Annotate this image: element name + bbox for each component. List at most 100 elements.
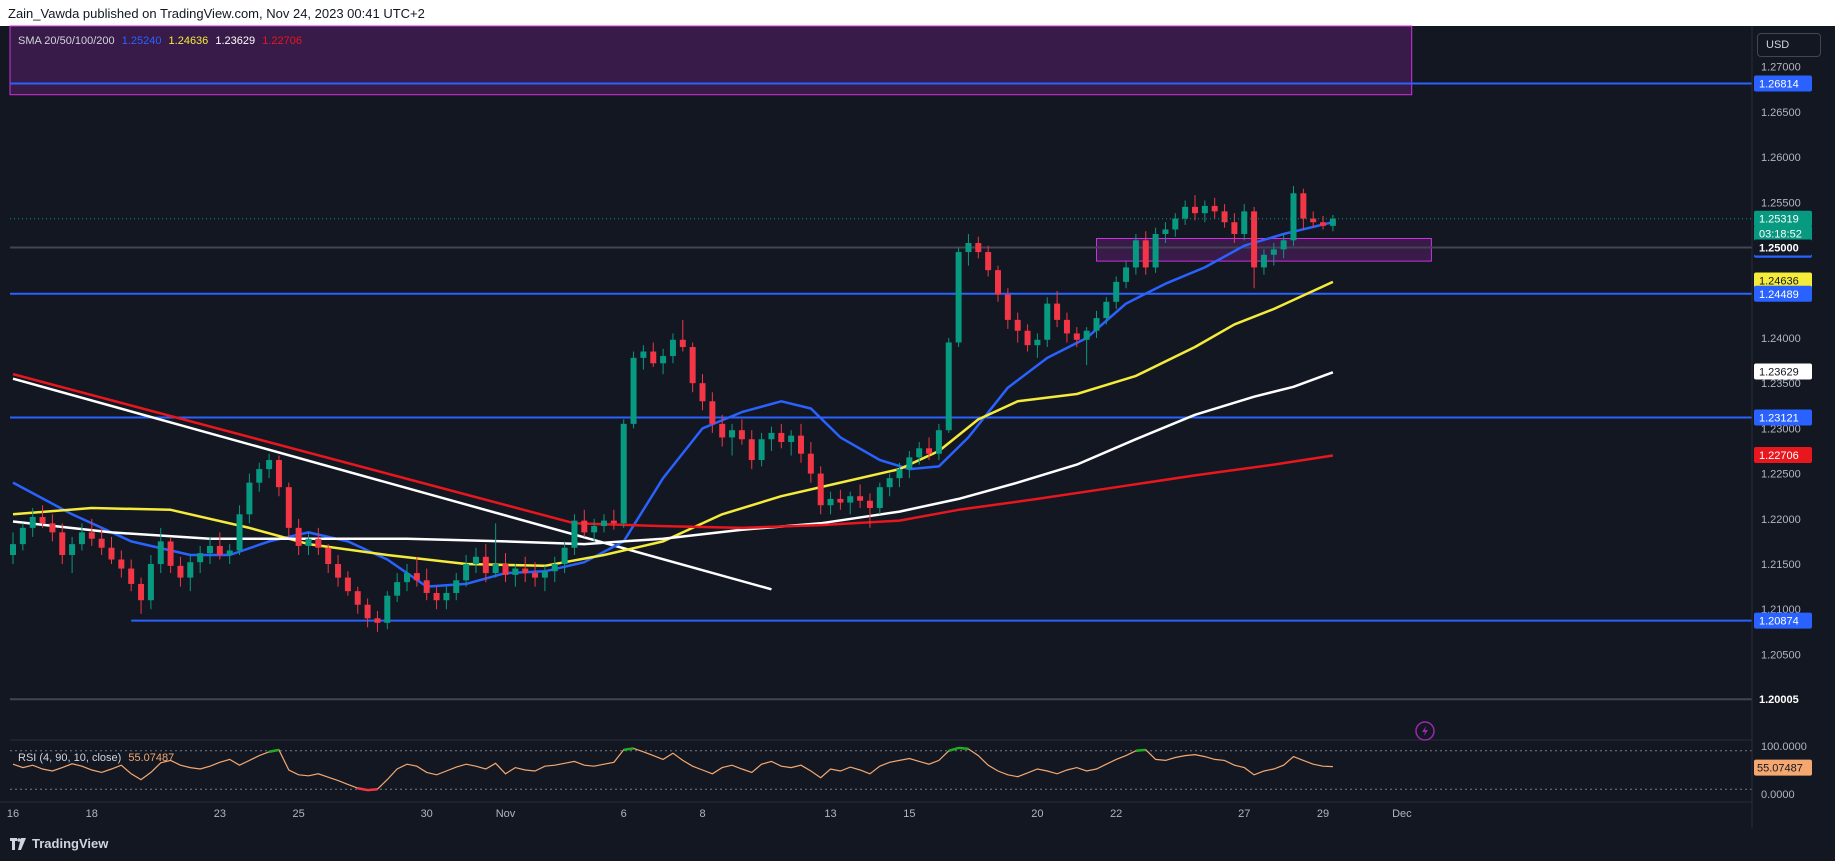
candle-body: [876, 487, 883, 508]
candle-body: [295, 527, 302, 546]
candle: [147, 554, 154, 610]
candle-body: [128, 568, 135, 584]
sma-legend-label: SMA 20/50/100/200: [18, 35, 115, 47]
candle-body: [817, 473, 824, 506]
time-tick-label: 23: [214, 808, 226, 820]
currency-selector[interactable]: USD: [1757, 33, 1821, 57]
time-tick-label: 13: [824, 808, 836, 820]
candle: [1192, 195, 1198, 221]
candle-body: [1290, 193, 1297, 241]
price-badge-text: 1.22706: [1759, 450, 1799, 462]
price-badge: 1.23629: [1754, 363, 1812, 380]
sma20-value: 1.25240: [121, 35, 162, 47]
candle-body: [404, 573, 410, 583]
candle: [98, 527, 105, 555]
candle: [679, 319, 686, 352]
price-badge-text: 1.24636: [1759, 275, 1799, 287]
candle: [492, 523, 499, 578]
candle-body: [837, 498, 844, 503]
candle-body: [620, 423, 627, 524]
candle: [1162, 222, 1169, 244]
candle-body: [29, 517, 36, 528]
candle: [551, 556, 558, 583]
candle-body: [522, 568, 529, 574]
candle-body: [1014, 319, 1021, 331]
candle-body: [1310, 218, 1317, 223]
candle: [374, 611, 381, 632]
candle-body: [551, 564, 558, 572]
price-tick-label: 1.24000: [1761, 333, 1801, 345]
candle-body: [1241, 211, 1248, 234]
tradingview-logo-icon: [10, 837, 26, 850]
candle: [502, 553, 509, 583]
candle-body: [108, 547, 115, 560]
candle: [423, 568, 430, 601]
candle-body: [581, 520, 588, 533]
candle: [1280, 233, 1287, 259]
candle: [926, 437, 933, 461]
candle: [965, 233, 972, 266]
candle-body: [995, 270, 1001, 295]
time-tick-label: 30: [421, 808, 433, 820]
candle-body: [935, 430, 942, 454]
candle-body: [453, 580, 460, 593]
candle: [404, 564, 410, 592]
price-badge: 1.23121: [1754, 409, 1812, 426]
sma-legend[interactable]: SMA 20/50/100/200 1.25240 1.24636 1.2362…: [18, 35, 306, 47]
candle: [1063, 312, 1070, 343]
tradingview-brand[interactable]: TradingView: [10, 836, 108, 851]
candle-body: [246, 482, 253, 515]
lightning-icon[interactable]: [1415, 721, 1435, 741]
price-tick-label: 1.20500: [1761, 649, 1801, 661]
candle: [10, 532, 16, 565]
price-badge-text: 1.23629: [1759, 367, 1799, 379]
candle-body: [1221, 211, 1228, 223]
candle-body: [1201, 205, 1208, 214]
candle-body: [19, 527, 26, 545]
price-tick-label: 1.21500: [1761, 559, 1801, 571]
time-tick-label: 27: [1238, 808, 1250, 820]
price-badge-text: 03:18:52: [1759, 229, 1802, 241]
candle: [738, 419, 745, 445]
candle-body: [1260, 254, 1267, 268]
candle-body: [1123, 267, 1130, 282]
candle-body: [1024, 330, 1031, 346]
candle-body: [187, 562, 194, 578]
candle-body: [1083, 330, 1090, 340]
candle-body: [955, 252, 962, 343]
candle-body: [985, 252, 992, 271]
candle-body: [1063, 319, 1070, 334]
candle: [1142, 231, 1149, 275]
candle: [453, 573, 460, 601]
candle-body: [197, 553, 204, 563]
candle-body: [49, 523, 56, 533]
candle: [1329, 214, 1336, 232]
candle-body: [926, 448, 933, 454]
candle-body: [778, 432, 785, 442]
candle: [29, 507, 36, 537]
candle: [216, 532, 223, 560]
candle: [522, 556, 529, 583]
rsi-legend[interactable]: RSI (4, 90, 10, close) 55.07487: [18, 752, 178, 764]
candle-body: [650, 351, 657, 364]
trendline-0: [12, 377, 772, 591]
candle-body: [807, 453, 814, 474]
candle-body: [1182, 206, 1189, 219]
candle: [443, 586, 450, 610]
candle-body: [738, 430, 745, 440]
candle-body: [571, 520, 578, 548]
candle: [532, 562, 539, 587]
candle-body: [1073, 333, 1080, 340]
candle-body: [729, 430, 736, 438]
candle: [1290, 186, 1297, 246]
candle-body: [492, 564, 499, 574]
rsi-badge-text: 55.07487: [1757, 763, 1803, 775]
candle-body: [719, 423, 726, 438]
price-badge: 1.20874: [1754, 612, 1812, 629]
candle: [463, 554, 470, 587]
price-badge-bg: [1754, 239, 1812, 256]
candle: [561, 541, 568, 574]
candle: [758, 432, 765, 467]
candle: [1310, 211, 1317, 228]
